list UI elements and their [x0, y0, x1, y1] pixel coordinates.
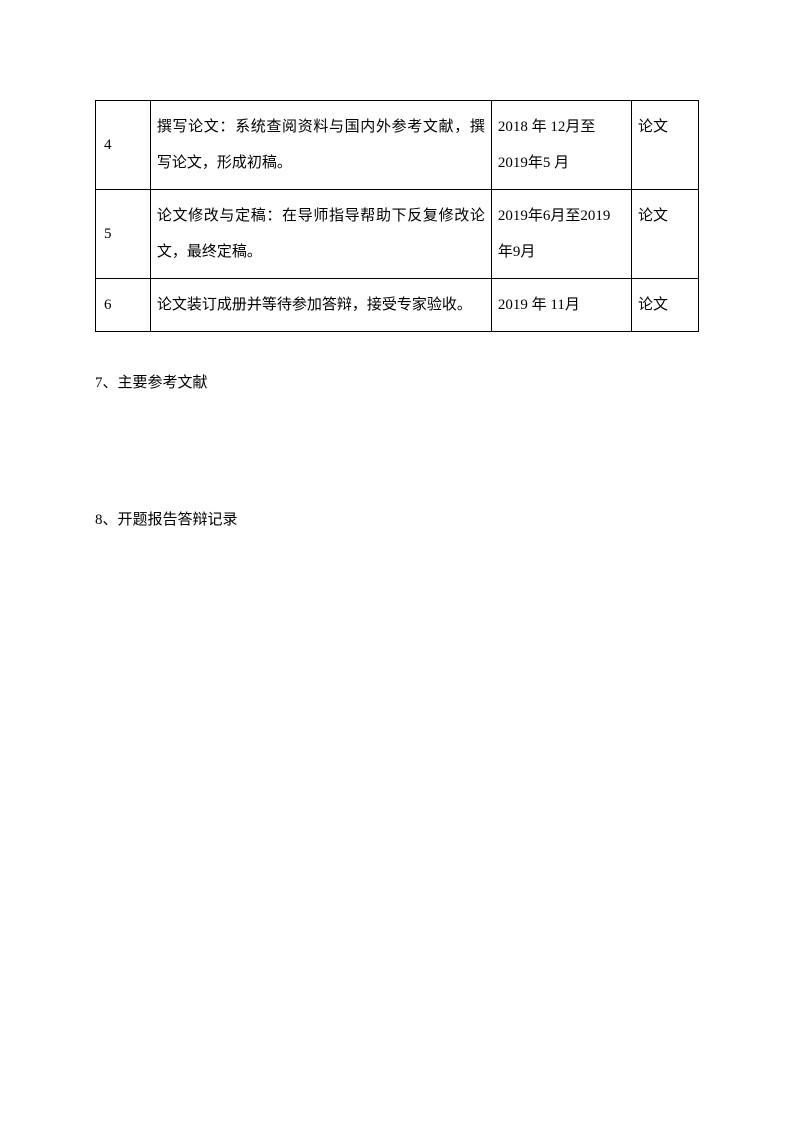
section-8-heading: 8、开题报告答辩记录: [95, 507, 699, 534]
row-date-cell: 2019年6月至2019年9月: [491, 190, 631, 279]
row-date-cell: 2018 年 12月至2019年5 月: [491, 101, 631, 190]
row-description-cell: 论文装订成册并等待参加答辩，接受专家验收。: [150, 279, 491, 332]
row-number-cell: 4: [96, 101, 151, 190]
schedule-table: 4 撰写论文：系统查阅资料与国内外参考文献，撰写论文，形成初稿。 2018 年 …: [95, 100, 699, 332]
document-content: 4 撰写论文：系统查阅资料与国内外参考文献，撰写论文，形成初稿。 2018 年 …: [0, 0, 794, 534]
section-7-heading: 7、主要参考文献: [95, 370, 699, 397]
row-date-cell: 2019 年 11月: [491, 279, 631, 332]
table-row: 4 撰写论文：系统查阅资料与国内外参考文献，撰写论文，形成初稿。 2018 年 …: [96, 101, 699, 190]
row-description-cell: 论文修改与定稿：在导师指导帮助下反复修改论文，最终定稿。: [150, 190, 491, 279]
row-description-cell: 撰写论文：系统查阅资料与国内外参考文献，撰写论文，形成初稿。: [150, 101, 491, 190]
row-number-cell: 6: [96, 279, 151, 332]
table-row: 6 论文装订成册并等待参加答辩，接受专家验收。 2019 年 11月 论文: [96, 279, 699, 332]
row-number-cell: 5: [96, 190, 151, 279]
table-row: 5 论文修改与定稿：在导师指导帮助下反复修改论文，最终定稿。 2019年6月至2…: [96, 190, 699, 279]
row-type-cell: 论文: [631, 101, 698, 190]
row-type-cell: 论文: [631, 190, 698, 279]
row-type-cell: 论文: [631, 279, 698, 332]
